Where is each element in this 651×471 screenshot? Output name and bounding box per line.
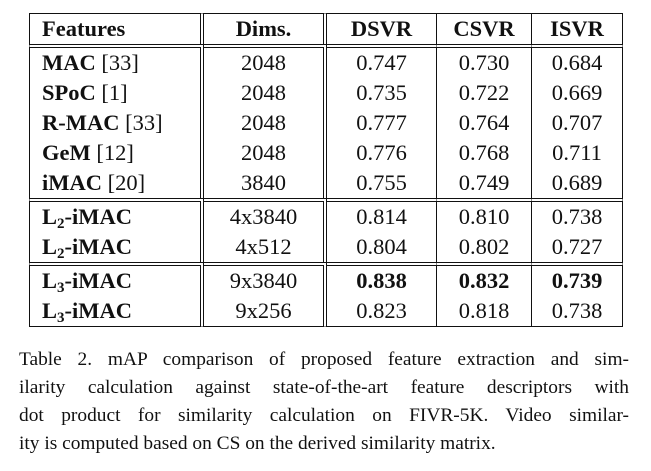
feature-cell: L3-iMAC bbox=[29, 262, 204, 296]
header-dsvr: DSVR bbox=[327, 13, 437, 44]
feature-suffix: -iMAC bbox=[64, 204, 132, 229]
feature-citation: [20] bbox=[107, 170, 146, 195]
feature-subscript: 2 bbox=[57, 216, 65, 232]
feature-citation: [1] bbox=[101, 80, 128, 105]
isvr-cell: 0.707 bbox=[532, 108, 623, 138]
table-row: iMAC [20] 3840 0.755 0.749 0.689 bbox=[29, 168, 623, 198]
results-table-body: MAC [33] 2048 0.747 0.730 0.684 SPoC [1] 2048 0… bbox=[29, 44, 623, 327]
feature-citation: [33] bbox=[101, 50, 139, 75]
csvr-cell: 0.818 bbox=[437, 296, 532, 327]
csvr-cell: 0.768 bbox=[437, 138, 532, 168]
dims-cell: 2048 bbox=[204, 138, 327, 168]
dims-cell: 3840 bbox=[204, 168, 327, 198]
feature-cell: R-MAC [33] bbox=[29, 108, 204, 138]
dims-cell: 2048 bbox=[204, 44, 327, 78]
csvr-cell: 0.730 bbox=[437, 44, 532, 78]
feature-name: L bbox=[42, 298, 58, 323]
table-row: MAC [33] 2048 0.747 0.730 0.684 bbox=[29, 44, 623, 78]
header-csvr: CSVR bbox=[437, 13, 532, 44]
table-row: GeM [12] 2048 0.776 0.768 0.711 bbox=[29, 138, 623, 168]
feature-cell: SPoC [1] bbox=[29, 78, 204, 108]
csvr-cell: 0.802 bbox=[437, 232, 532, 262]
isvr-cell: 0.738 bbox=[532, 296, 623, 327]
feature-name: L bbox=[42, 204, 58, 229]
dsvr-cell: 0.814 bbox=[327, 198, 437, 232]
dsvr-cell: 0.804 bbox=[327, 232, 437, 262]
feature-name: L bbox=[42, 234, 58, 259]
results-table-container: Features Dims. DSVR CSVR ISVR MAC [33] 20… bbox=[29, 13, 623, 327]
isvr-cell: 0.727 bbox=[532, 232, 623, 262]
table-row: L2-iMAC 4x512 0.804 0.802 0.727 bbox=[29, 232, 623, 262]
dims-cell: 9x256 bbox=[204, 296, 327, 327]
csvr-cell: 0.749 bbox=[437, 168, 532, 198]
feature-subscript: 3 bbox=[57, 310, 65, 326]
csvr-cell: 0.764 bbox=[437, 108, 532, 138]
isvr-cell: 0.689 bbox=[532, 168, 623, 198]
header-isvr: ISVR bbox=[532, 13, 623, 44]
feature-citation: [33] bbox=[125, 110, 163, 135]
feature-cell: GeM [12] bbox=[29, 138, 204, 168]
csvr-cell: 0.810 bbox=[437, 198, 532, 232]
table-row: L2-iMAC 4x3840 0.814 0.810 0.738 bbox=[29, 198, 623, 232]
csvr-cell: 0.722 bbox=[437, 78, 532, 108]
dims-cell: 2048 bbox=[204, 108, 327, 138]
dsvr-cell: 0.755 bbox=[327, 168, 437, 198]
isvr-cell: 0.669 bbox=[532, 78, 623, 108]
csvr-cell: 0.832 bbox=[437, 262, 532, 296]
feature-cell: L2-iMAC bbox=[29, 198, 204, 232]
feature-cell: MAC [33] bbox=[29, 44, 204, 78]
dims-cell: 2048 bbox=[204, 78, 327, 108]
isvr-cell: 0.684 bbox=[532, 44, 623, 78]
dsvr-cell: 0.776 bbox=[327, 138, 437, 168]
caption-line: ity is computed based on CS on the deriv… bbox=[19, 433, 496, 454]
feature-name: iMAC bbox=[42, 170, 102, 195]
feature-citation: [12] bbox=[96, 140, 134, 165]
header-row: Features Dims. DSVR CSVR ISVR bbox=[29, 13, 623, 44]
isvr-cell: 0.711 bbox=[532, 138, 623, 168]
feature-subscript: 3 bbox=[57, 280, 65, 296]
dsvr-cell: 0.838 bbox=[327, 262, 437, 296]
dims-cell: 9x3840 bbox=[204, 262, 327, 296]
isvr-cell: 0.739 bbox=[532, 262, 623, 296]
header-features: Features bbox=[29, 13, 204, 44]
feature-cell: L2-iMAC bbox=[29, 232, 204, 262]
dims-cell: 4x3840 bbox=[204, 198, 327, 232]
feature-subscript: 2 bbox=[57, 246, 65, 262]
caption-line: Table 2. mAP comparison of proposed feat… bbox=[19, 349, 629, 370]
feature-cell: iMAC [20] bbox=[29, 168, 204, 198]
feature-name: R-MAC bbox=[42, 110, 120, 135]
table-caption: Table 2. mAP comparison of proposed feat… bbox=[19, 346, 629, 458]
dsvr-cell: 0.747 bbox=[327, 44, 437, 78]
table-row: R-MAC [33] 2048 0.777 0.764 0.707 bbox=[29, 108, 623, 138]
isvr-cell: 0.738 bbox=[532, 198, 623, 232]
feature-cell: L3-iMAC bbox=[29, 296, 204, 327]
dsvr-cell: 0.735 bbox=[327, 78, 437, 108]
feature-name: SPoC bbox=[42, 80, 96, 105]
caption-line: dot product for similarity calculation o… bbox=[19, 405, 629, 426]
dims-cell: 4x512 bbox=[204, 232, 327, 262]
feature-suffix: -iMAC bbox=[64, 234, 132, 259]
feature-suffix: -iMAC bbox=[64, 268, 132, 293]
table-row: L3-iMAC 9x256 0.823 0.818 0.738 bbox=[29, 296, 623, 327]
dsvr-cell: 0.823 bbox=[327, 296, 437, 327]
feature-name: MAC bbox=[42, 50, 96, 75]
feature-name: GeM bbox=[42, 140, 91, 165]
feature-suffix: -iMAC bbox=[64, 298, 132, 323]
dsvr-cell: 0.777 bbox=[327, 108, 437, 138]
results-table: Features Dims. DSVR CSVR ISVR MAC [33] 20… bbox=[29, 13, 623, 327]
table-row: L3-iMAC 9x3840 0.838 0.832 0.739 bbox=[29, 262, 623, 296]
header-dims: Dims. bbox=[204, 13, 327, 44]
caption-line: ilarity calculation against state-of-the… bbox=[19, 377, 629, 398]
feature-name: L bbox=[42, 268, 58, 293]
table-row: SPoC [1] 2048 0.735 0.722 0.669 bbox=[29, 78, 623, 108]
